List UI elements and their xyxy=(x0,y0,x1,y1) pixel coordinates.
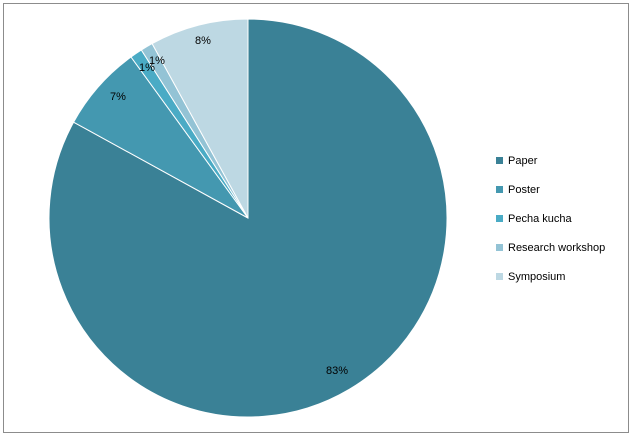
pie-slice-symposium xyxy=(151,18,249,219)
legend: Paper Poster Pecha kucha Research workshop S… xyxy=(496,146,605,291)
data-label-paper: 83% xyxy=(326,365,348,377)
legend-item-poster: Poster xyxy=(496,175,605,204)
data-label-poster: 7% xyxy=(110,91,126,103)
legend-swatch xyxy=(496,215,503,222)
legend-item-symposium: Symposium xyxy=(496,262,605,291)
data-label-research-workshop: 1% xyxy=(149,55,165,67)
legend-item-paper: Paper xyxy=(496,146,605,175)
legend-item-pecha-kucha: Pecha kucha xyxy=(496,204,605,233)
data-label-symposium: 8% xyxy=(195,35,211,47)
data-label-pecha-kucha: 1% xyxy=(139,62,155,74)
legend-label: Symposium xyxy=(508,270,566,283)
legend-swatch xyxy=(496,186,503,193)
legend-label: Paper xyxy=(508,154,538,167)
legend-label: Pecha kucha xyxy=(508,212,572,225)
legend-item-research-workshop: Research workshop xyxy=(496,233,605,262)
legend-label: Research workshop xyxy=(508,241,606,254)
legend-swatch xyxy=(496,244,503,251)
legend-swatch xyxy=(496,157,503,164)
legend-swatch xyxy=(496,273,503,280)
legend-label: Poster xyxy=(508,183,540,196)
